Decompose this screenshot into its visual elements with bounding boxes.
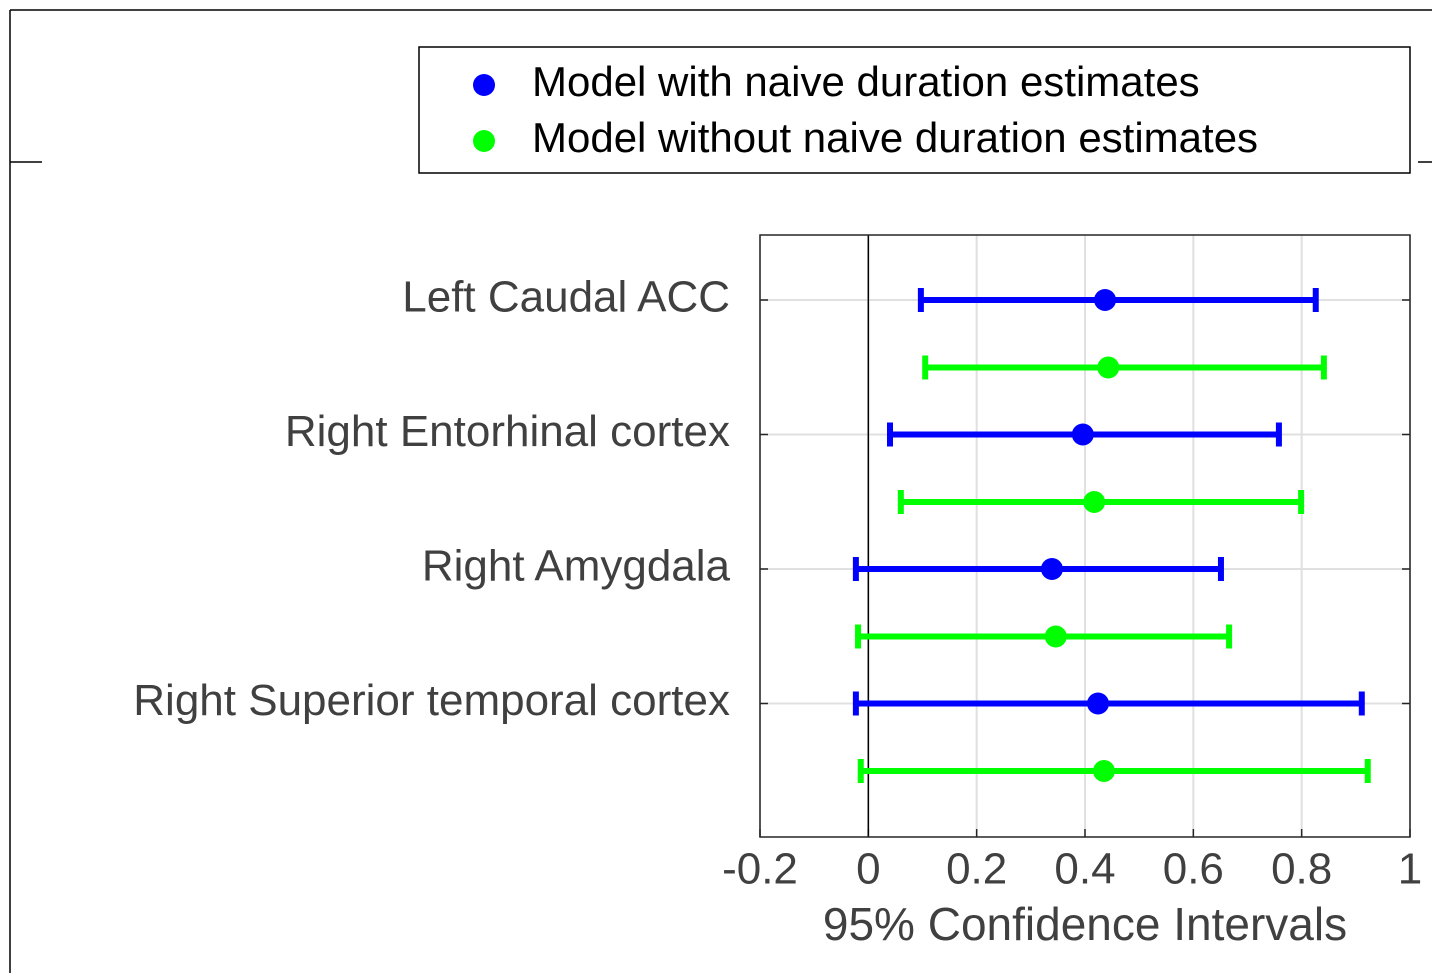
x-tick-label: 0.6 <box>1163 845 1224 894</box>
point <box>1087 692 1109 715</box>
point <box>1083 491 1106 513</box>
x-tick-label: 0.2 <box>946 845 1007 894</box>
point <box>1094 289 1117 311</box>
y-tick-label: Right Amygdala <box>422 542 731 591</box>
plot-box <box>759 234 1411 838</box>
x-tick-label: 0.8 <box>1271 845 1332 894</box>
x-tick-label: 0.4 <box>1054 845 1115 894</box>
point <box>1097 356 1120 379</box>
legend-marker <box>473 74 495 96</box>
x-axis-label: 95% Confidence Intervals <box>823 898 1347 950</box>
x-tick-label: -0.2 <box>722 845 798 894</box>
point <box>1044 625 1067 648</box>
x-tick-label: 1 <box>1398 845 1422 894</box>
point <box>1092 760 1115 782</box>
legend-label: Model without naive duration estimates <box>532 114 1258 161</box>
legend-box <box>418 46 1411 174</box>
y-tick-label: Left Caudal ACC <box>402 273 730 322</box>
x-tick-label: 0 <box>856 845 880 894</box>
point <box>1071 423 1094 446</box>
legend-marker <box>473 130 495 152</box>
point <box>1040 558 1063 580</box>
y-tick-label: Right Superior temporal cortex <box>133 676 730 725</box>
legend-label: Model with naive duration estimates <box>532 58 1200 105</box>
y-tick-label: Right Entorhinal cortex <box>285 407 730 456</box>
